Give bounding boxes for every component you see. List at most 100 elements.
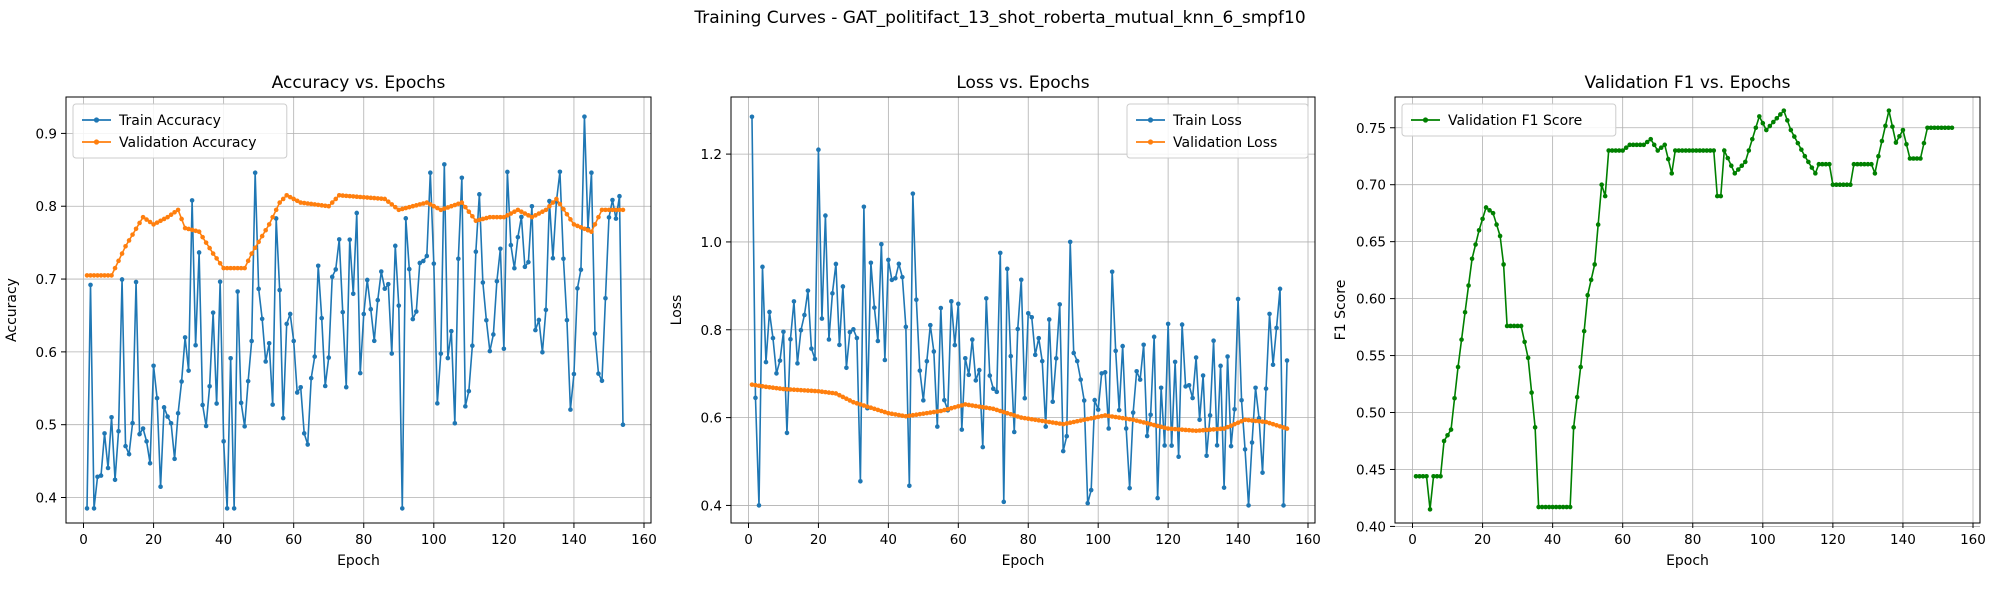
data-point (186, 226, 191, 232)
data-point (1036, 418, 1042, 423)
data-point (1193, 428, 1199, 434)
data-point (1071, 350, 1077, 356)
data-point (1085, 500, 1090, 506)
data-point (1081, 417, 1087, 423)
data-point (452, 202, 458, 208)
data-point (1260, 419, 1265, 424)
data-point (1078, 377, 1084, 382)
data-point (568, 407, 573, 412)
data-point (1774, 115, 1780, 121)
data-point (816, 388, 821, 394)
data-point (1935, 125, 1941, 131)
data-point (1172, 359, 1178, 365)
data-point (494, 214, 500, 220)
data-point (1942, 125, 1948, 131)
data-point (1239, 418, 1244, 424)
legend-box (1126, 103, 1309, 159)
data-point (1176, 427, 1181, 432)
data-point (84, 506, 90, 511)
data-point (606, 207, 612, 213)
data-point (449, 328, 454, 334)
data-point (242, 424, 247, 429)
data-point (1627, 142, 1633, 148)
data-point (95, 273, 100, 278)
data-point (1046, 419, 1052, 425)
data-point (1162, 443, 1167, 448)
data-point (592, 331, 598, 336)
data-point (84, 273, 90, 278)
data-point (997, 250, 1003, 256)
data-point (512, 209, 517, 214)
data-point (1581, 328, 1587, 334)
data-point (1553, 504, 1559, 510)
data-point (1637, 142, 1643, 148)
data-point (770, 335, 776, 341)
data-point (809, 388, 814, 394)
data-point (1711, 148, 1717, 153)
x-tick-label: 140 (1225, 532, 1251, 548)
data-point (280, 196, 286, 202)
data-point (147, 460, 153, 466)
data-point (193, 228, 198, 234)
data-point (1574, 394, 1580, 400)
data-point (1760, 120, 1766, 126)
data-point (273, 216, 279, 221)
data-point (501, 346, 507, 352)
data-point (1522, 339, 1527, 345)
data-point (399, 506, 405, 511)
data-point (336, 237, 342, 242)
data-point (1946, 125, 1951, 131)
data-point (1508, 323, 1513, 329)
data-point (1483, 205, 1489, 210)
data-point (812, 388, 818, 394)
data-point (375, 297, 381, 303)
data-point (1466, 283, 1471, 288)
data-point (137, 431, 142, 437)
data-point (585, 227, 591, 233)
data-point (1197, 428, 1202, 433)
data-point (1225, 354, 1230, 359)
data-point (1242, 447, 1248, 452)
data-point (952, 404, 958, 410)
data-point (1053, 420, 1059, 426)
data-point (791, 387, 797, 393)
data-point (1816, 161, 1822, 167)
y-tick-label: 0.4 (36, 491, 57, 507)
data-point (1008, 353, 1014, 359)
data-point (1683, 148, 1689, 153)
data-point (1284, 426, 1290, 431)
data-point (508, 242, 514, 248)
data-point (767, 309, 772, 315)
data-point (547, 203, 552, 209)
data-point (305, 201, 311, 206)
data-point (805, 288, 811, 293)
data-point (1204, 453, 1209, 459)
data-point (1032, 417, 1038, 423)
data-point (109, 273, 114, 278)
data-point (498, 214, 503, 220)
data-point (1155, 423, 1160, 429)
data-point (392, 243, 398, 249)
data-point (784, 430, 790, 436)
data-point (1648, 136, 1654, 142)
data-point (1099, 413, 1104, 419)
data-point (1918, 156, 1923, 161)
data-point (1725, 155, 1731, 161)
data-point (1004, 410, 1010, 416)
data-point (774, 385, 779, 391)
data-point (1655, 148, 1661, 153)
data-point (505, 213, 510, 218)
data-point (858, 402, 863, 407)
data-point (526, 213, 531, 218)
data-point (1855, 161, 1860, 167)
data-point (210, 310, 216, 315)
data-point (1214, 443, 1220, 448)
data-point (1218, 363, 1223, 369)
data-point (326, 355, 332, 360)
data-point (844, 396, 849, 402)
data-point (1634, 142, 1640, 148)
data-point (554, 196, 559, 202)
data-point (777, 386, 783, 391)
data-point (228, 265, 233, 271)
data-point (1739, 163, 1745, 169)
